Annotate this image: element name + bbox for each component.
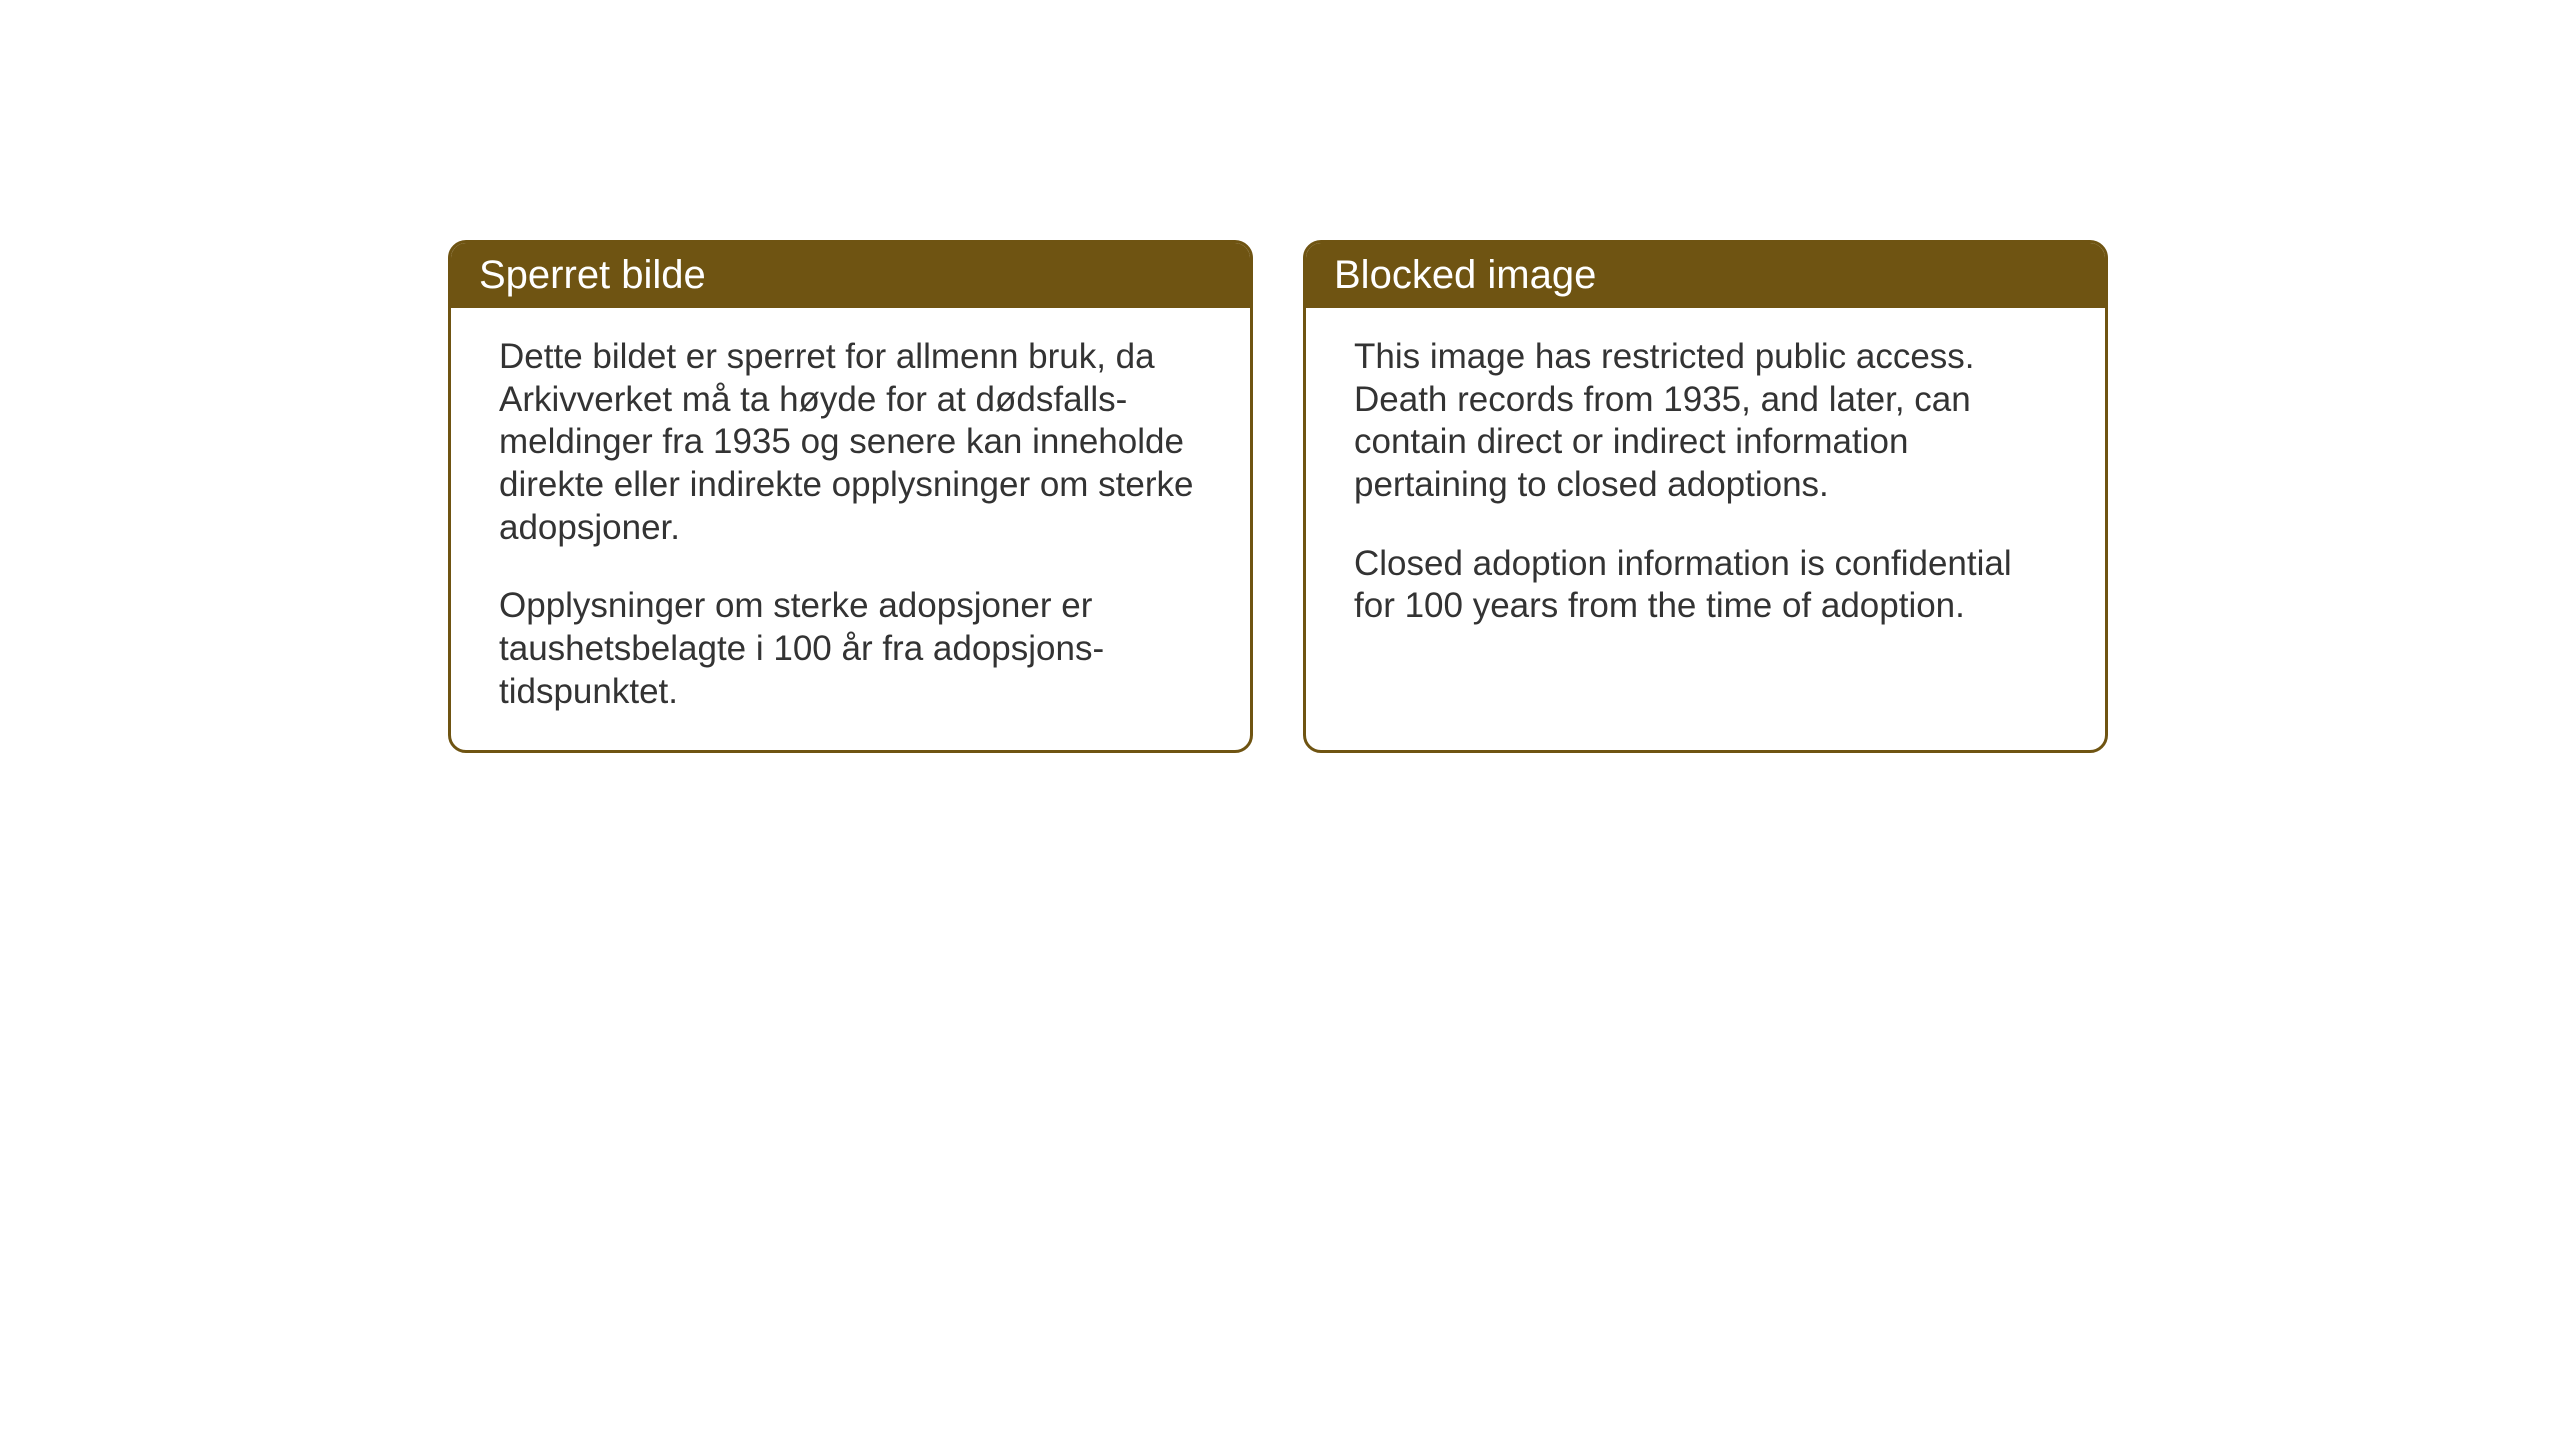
english-card: Blocked image This image has restricted … — [1303, 240, 2108, 753]
cards-container: Sperret bilde Dette bildet er sperret fo… — [0, 0, 2560, 753]
norwegian-paragraph-2: Opplysninger om sterke adopsjoner er tau… — [499, 585, 1202, 713]
norwegian-card-body: Dette bildet er sperret for allmenn bruk… — [451, 308, 1250, 750]
norwegian-card: Sperret bilde Dette bildet er sperret fo… — [448, 240, 1253, 753]
english-title: Blocked image — [1334, 253, 1596, 297]
norwegian-paragraph-1: Dette bildet er sperret for allmenn bruk… — [499, 336, 1202, 549]
norwegian-title: Sperret bilde — [479, 253, 706, 297]
english-card-body: This image has restricted public access.… — [1306, 308, 2105, 724]
english-paragraph-1: This image has restricted public access.… — [1354, 336, 2057, 507]
english-paragraph-2: Closed adoption information is confident… — [1354, 543, 2057, 628]
norwegian-card-header: Sperret bilde — [451, 243, 1250, 308]
english-card-header: Blocked image — [1306, 243, 2105, 308]
